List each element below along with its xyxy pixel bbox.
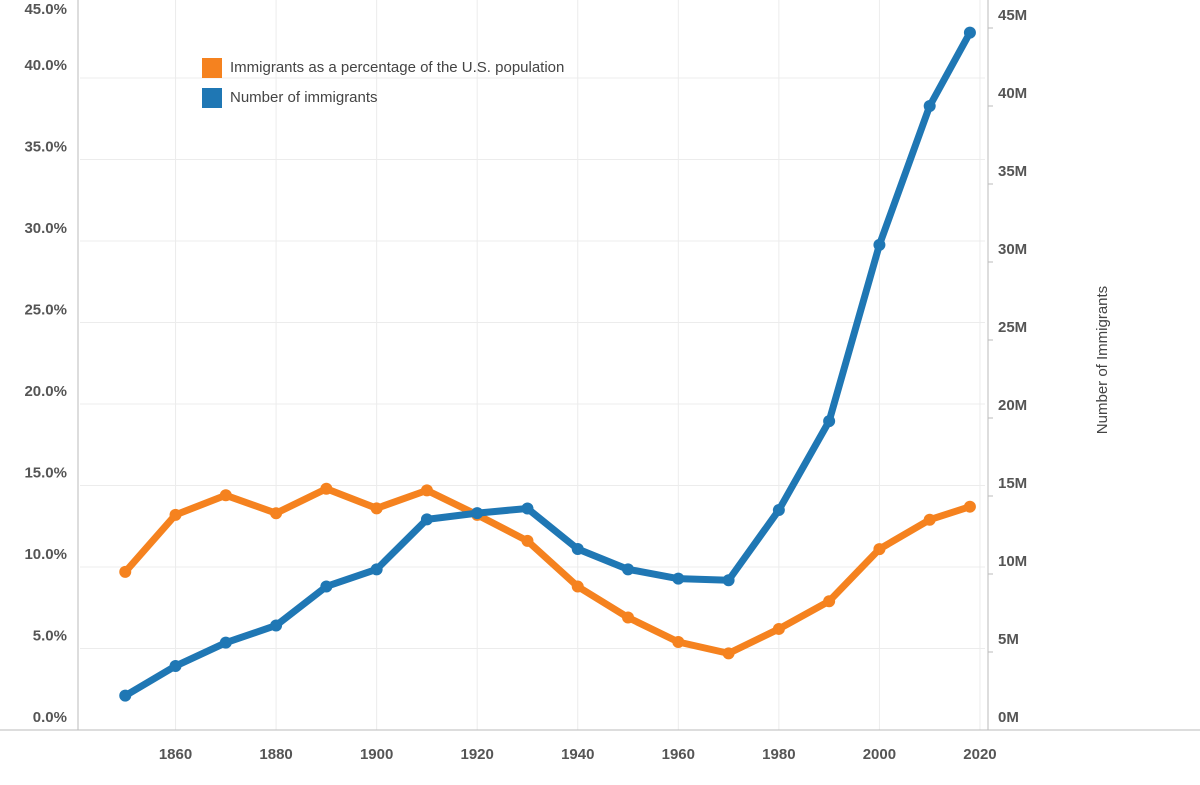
data-point xyxy=(923,100,936,112)
data-point xyxy=(521,502,534,515)
y2-tick-label: 20M xyxy=(998,397,1027,414)
data-point xyxy=(622,563,635,576)
data-point xyxy=(722,574,735,587)
data-point xyxy=(571,543,584,556)
y2-tick-label: 40M xyxy=(998,85,1027,102)
data-point xyxy=(270,619,283,632)
legend-swatch xyxy=(202,88,222,108)
data-point xyxy=(823,595,836,608)
y2-tick-label: 30M xyxy=(998,241,1027,258)
data-point xyxy=(521,534,534,547)
data-point xyxy=(471,507,484,520)
y-tick-label: 10.0% xyxy=(24,546,67,563)
data-point xyxy=(963,26,976,39)
data-point xyxy=(370,563,383,576)
y-tick-label: 30.0% xyxy=(24,220,67,237)
data-point xyxy=(420,484,433,497)
data-point xyxy=(169,660,182,673)
data-point xyxy=(873,238,886,251)
data-point xyxy=(923,513,936,526)
x-tick-label: 1900 xyxy=(360,746,393,763)
data-point xyxy=(963,500,976,513)
y2-axis-title: Number of Immigrants xyxy=(1094,286,1111,434)
x-tick-label: 1920 xyxy=(461,746,494,763)
x-tick-label: 1860 xyxy=(159,746,192,763)
legend-swatch xyxy=(202,58,222,78)
y2-tick-label: 35M xyxy=(998,163,1027,180)
legend-label: Number of immigrants xyxy=(230,89,378,106)
y-tick-label: 0.0% xyxy=(33,709,67,726)
data-point xyxy=(219,489,232,502)
data-point xyxy=(672,572,685,585)
data-point xyxy=(320,482,333,495)
data-point xyxy=(722,647,735,660)
data-point xyxy=(270,507,283,520)
data-point xyxy=(823,415,836,428)
y-tick-label: 40.0% xyxy=(24,57,67,74)
x-tick-label: 1880 xyxy=(259,746,292,763)
data-point xyxy=(873,543,886,556)
data-point xyxy=(370,502,383,515)
y2-tick-label: 5M xyxy=(998,631,1019,648)
data-point xyxy=(119,565,132,578)
y2-tick-label: 45M xyxy=(998,7,1027,24)
x-tick-label: 1960 xyxy=(662,746,695,763)
y-tick-label: 20.0% xyxy=(24,383,67,400)
y2-tick-label: 25M xyxy=(998,319,1027,336)
x-tick-label: 2000 xyxy=(863,746,896,763)
data-point xyxy=(772,622,785,635)
y-tick-label: 45.0% xyxy=(24,1,67,18)
series-line xyxy=(123,30,973,699)
y-tick-label: 5.0% xyxy=(33,627,67,644)
data-point xyxy=(420,513,433,526)
x-tick-label: 1980 xyxy=(762,746,795,763)
data-point xyxy=(672,635,685,648)
y2-tick-label: 15M xyxy=(998,475,1027,492)
legend-label: Immigrants as a percentage of the U.S. p… xyxy=(230,59,564,76)
data-point xyxy=(571,580,584,593)
data-point xyxy=(219,636,232,649)
y2-tick-label: 10M xyxy=(998,553,1027,570)
series-line xyxy=(122,485,971,657)
data-point xyxy=(772,504,785,517)
y-tick-label: 35.0% xyxy=(24,138,67,155)
x-tick-label: 1940 xyxy=(561,746,594,763)
y-tick-label: 25.0% xyxy=(24,301,67,318)
data-point xyxy=(119,689,132,702)
x-tick-label: 2020 xyxy=(963,746,996,763)
y-tick-label: 15.0% xyxy=(24,464,67,481)
data-point xyxy=(622,611,635,624)
y2-tick-label: 0M xyxy=(998,709,1019,726)
data-point xyxy=(320,580,333,593)
data-point xyxy=(169,508,182,521)
